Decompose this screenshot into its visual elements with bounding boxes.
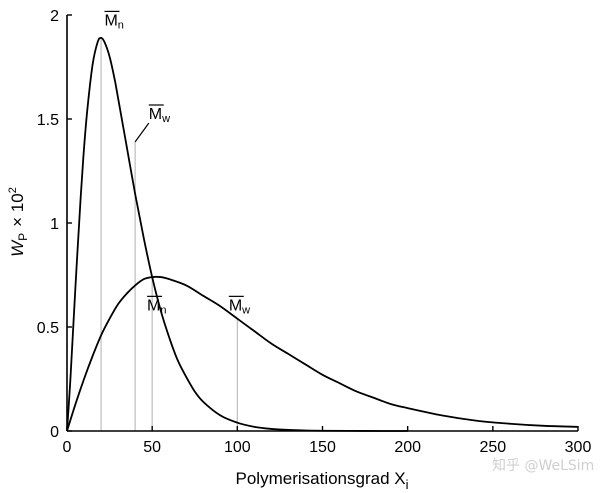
- annotation-1: Mn: [104, 12, 123, 31]
- y-axis-label-suffix: × 10: [8, 193, 27, 227]
- x-axis-label: Polymerisationsgrad Xi: [236, 469, 409, 492]
- y-axis-label: WP × 102: [7, 187, 30, 257]
- y-tick-label: 0: [50, 424, 59, 441]
- annotation-3: Mn: [147, 297, 166, 316]
- y-axis-label-exp: 2: [7, 187, 19, 193]
- y-tick-label: 1: [50, 216, 59, 233]
- y-tick-label: 2: [50, 8, 59, 25]
- x-tick-label: 300: [565, 439, 592, 456]
- ticks: 0 50 100 150 200 250 300 0 0.5 1 1.5 2: [37, 8, 592, 456]
- series-line-1: [66, 36, 408, 432]
- axes: [66, 15, 578, 432]
- x-tick-label: 250: [479, 439, 506, 456]
- x-tick-label: 100: [224, 439, 251, 456]
- annotation-2: Mw: [149, 106, 170, 125]
- annotation-4: Mw: [229, 297, 250, 316]
- series-line-2: [66, 275, 579, 432]
- x-axis-label-main: Polymerisationsgrad X: [236, 469, 406, 488]
- series-lines: [66, 36, 579, 432]
- x-tick-label: 0: [63, 439, 72, 456]
- y-axis-label-main: W: [8, 239, 27, 257]
- annotations: Mn Mw Mn Mw: [104, 10, 250, 316]
- y-tick-label: 0.5: [37, 320, 59, 337]
- annotation-leader-line: [134, 122, 150, 143]
- watermark: 知乎 @WeLSim: [492, 457, 594, 474]
- x-axis-label-sub: i: [406, 477, 409, 492]
- x-tick-label: 200: [394, 439, 421, 456]
- x-tick-label: 150: [309, 439, 336, 456]
- y-axis-label-sub: P: [16, 233, 30, 241]
- marker-lines: [100, 37, 238, 431]
- x-tick-label: 50: [143, 439, 161, 456]
- y-tick-label: 1.5: [37, 112, 59, 129]
